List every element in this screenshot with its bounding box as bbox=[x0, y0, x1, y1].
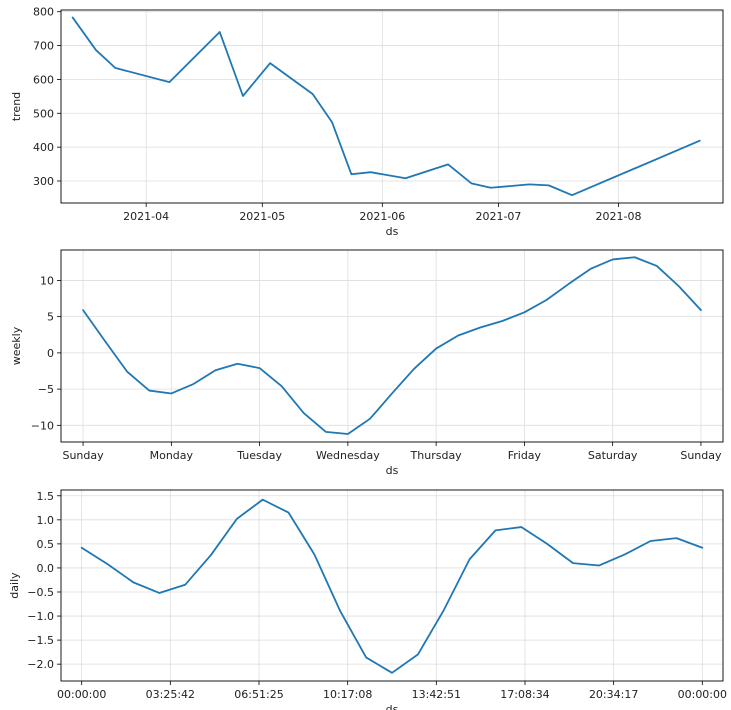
daily-y-tick-label-2: −1.0 bbox=[27, 610, 54, 623]
weekly-y-axis-label: weekly bbox=[10, 326, 23, 365]
weekly-x-tick-label-5: Friday bbox=[508, 449, 542, 462]
trend-x-tick-label-1: 2021-05 bbox=[239, 210, 285, 223]
daily-x-tick-label-5: 17:08:34 bbox=[500, 688, 549, 701]
weekly-axes-frame bbox=[60, 249, 724, 443]
daily-y-tick-label-4: 0.0 bbox=[37, 562, 55, 575]
weekly-x-tick-label-6: Saturday bbox=[588, 449, 638, 462]
trend-x-tick-label-4: 2021-08 bbox=[595, 210, 641, 223]
weekly-y-tick-label-2: 0 bbox=[47, 347, 54, 360]
trend-axes-frame bbox=[60, 9, 724, 204]
daily-x-tick-label-7: 00:00:00 bbox=[678, 688, 727, 701]
daily-y-tick-label-5: 0.5 bbox=[37, 538, 55, 551]
daily-x-tick-label-3: 10:17:08 bbox=[323, 688, 372, 701]
weekly-x-axis-label: ds bbox=[386, 464, 399, 477]
trend-x-tick-label-2: 2021-06 bbox=[359, 210, 405, 223]
weekly-panel: Sunday Monday Tuesday Wednesday Thursday Frid… bbox=[10, 249, 724, 477]
trend-x-tick-label-0: 2021-04 bbox=[123, 210, 169, 223]
daily-y-tick-label-1: −1.5 bbox=[27, 634, 54, 647]
daily-x-axis-label: ds bbox=[386, 703, 399, 710]
weekly-x-tick-label-7: Sunday bbox=[680, 449, 722, 462]
daily-series-line-0 bbox=[80, 498, 704, 674]
trend-panel: 2021-04 2021-05 2021-06 2021-07 2021-08 300 40… bbox=[10, 6, 724, 238]
weekly-x-tick-label-0: Sunday bbox=[62, 449, 104, 462]
trend-y-tick-label-2: 500 bbox=[33, 107, 54, 120]
trend-y-tick-label-4: 700 bbox=[33, 40, 54, 53]
daily-y-tick-label-0: −2.0 bbox=[27, 658, 54, 671]
trend-y-tick-label-3: 600 bbox=[33, 73, 54, 86]
trend-series-line-0 bbox=[71, 16, 701, 197]
daily-y-tick-label-6: 1.0 bbox=[37, 514, 55, 527]
daily-y-tick-label-7: 1.5 bbox=[37, 490, 55, 503]
trend-y-tick-label-1: 400 bbox=[33, 141, 54, 154]
trend-x-tick-label-3: 2021-07 bbox=[475, 210, 521, 223]
weekly-y-tick-label-0: −10 bbox=[31, 419, 54, 432]
trend-y-tick-label-5: 800 bbox=[33, 6, 54, 19]
daily-x-tick-label-4: 13:42:51 bbox=[412, 688, 461, 701]
weekly-x-tick-label-4: Thursday bbox=[410, 449, 463, 462]
weekly-x-tick-label-1: Monday bbox=[150, 449, 194, 462]
weekly-y-tick-label-1: −5 bbox=[38, 383, 54, 396]
weekly-y-tick-label-4: 10 bbox=[40, 274, 54, 287]
daily-y-axis-label: daily bbox=[8, 572, 21, 599]
weekly-x-tick-label-3: Wednesday bbox=[316, 449, 380, 462]
daily-x-tick-label-2: 06:51:25 bbox=[234, 688, 283, 701]
daily-y-tick-label-3: −0.5 bbox=[27, 586, 54, 599]
daily-axes-frame bbox=[60, 489, 724, 682]
weekly-y-tick-label-3: 5 bbox=[47, 311, 54, 324]
daily-x-tick-label-6: 20:34:17 bbox=[589, 688, 638, 701]
daily-panel: 00:00:00 03:25:42 06:51:25 10:17:08 13:42:51… bbox=[8, 489, 727, 710]
daily-x-tick-label-1: 03:25:42 bbox=[146, 688, 195, 701]
trend-x-axis-label: ds bbox=[386, 225, 399, 238]
weekly-series-line-0 bbox=[82, 256, 702, 435]
trend-y-tick-label-0: 300 bbox=[33, 175, 54, 188]
daily-x-tick-label-0: 00:00:00 bbox=[57, 688, 106, 701]
trend-y-axis-label: trend bbox=[10, 92, 23, 121]
weekly-x-tick-label-2: Tuesday bbox=[236, 449, 282, 462]
